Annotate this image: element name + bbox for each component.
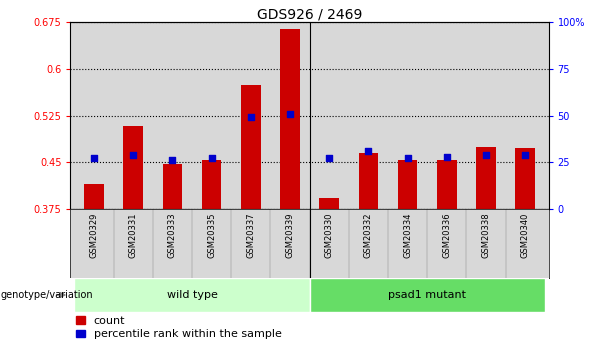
Bar — [241, 85, 261, 209]
Text: GSM20339: GSM20339 — [286, 212, 294, 258]
Bar — [437, 160, 457, 209]
Point — [324, 156, 334, 161]
Bar — [162, 164, 182, 209]
Point — [364, 148, 373, 154]
Text: wild type: wild type — [167, 290, 218, 300]
Text: GSM20334: GSM20334 — [403, 212, 412, 258]
Text: GSM20329: GSM20329 — [89, 212, 99, 258]
Text: GSM20333: GSM20333 — [168, 212, 177, 258]
Title: GDS926 / 2469: GDS926 / 2469 — [257, 7, 362, 21]
Bar — [202, 160, 221, 209]
Point — [520, 152, 530, 157]
Bar — [476, 147, 496, 209]
Text: GSM20335: GSM20335 — [207, 212, 216, 258]
Text: GSM20332: GSM20332 — [364, 212, 373, 258]
Bar — [123, 126, 143, 209]
Text: genotype/variation: genotype/variation — [1, 290, 93, 300]
Point — [89, 156, 99, 161]
Bar — [516, 148, 535, 209]
Text: GSM20337: GSM20337 — [246, 212, 255, 258]
Point — [285, 111, 295, 117]
Bar — [74, 278, 310, 312]
Point — [207, 156, 216, 161]
Legend: count, percentile rank within the sample: count, percentile rank within the sample — [76, 316, 282, 339]
Point — [246, 115, 256, 120]
Point — [167, 158, 177, 163]
Point — [442, 155, 452, 160]
Bar — [280, 29, 300, 209]
Bar — [84, 184, 104, 209]
Bar — [359, 153, 378, 209]
Text: psad1 mutant: psad1 mutant — [388, 290, 466, 300]
Text: GSM20331: GSM20331 — [129, 212, 138, 258]
Text: GSM20338: GSM20338 — [481, 212, 490, 258]
Bar — [310, 278, 545, 312]
Bar — [398, 160, 417, 209]
Point — [128, 152, 138, 157]
Text: GSM20340: GSM20340 — [520, 212, 530, 258]
Point — [403, 156, 413, 161]
Point — [481, 152, 491, 157]
Text: GSM20336: GSM20336 — [442, 212, 451, 258]
Bar — [319, 198, 339, 209]
Text: GSM20330: GSM20330 — [325, 212, 333, 258]
